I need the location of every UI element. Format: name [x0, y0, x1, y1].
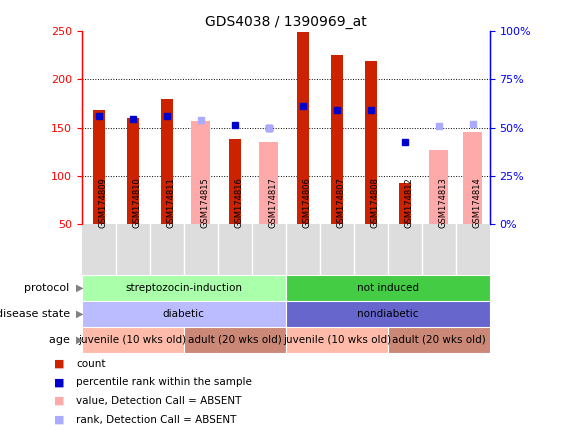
- Text: GSM174817: GSM174817: [269, 178, 278, 228]
- Title: GDS4038 / 1390969_at: GDS4038 / 1390969_at: [205, 15, 367, 29]
- Text: GSM174815: GSM174815: [200, 178, 209, 228]
- Bar: [388, 327, 490, 353]
- Text: percentile rank within the sample: percentile rank within the sample: [76, 377, 252, 387]
- Text: GSM174812: GSM174812: [405, 178, 414, 228]
- Text: protocol: protocol: [24, 283, 73, 293]
- Text: not induced: not induced: [357, 283, 419, 293]
- Text: GSM174808: GSM174808: [371, 178, 380, 228]
- Bar: [285, 327, 388, 353]
- Text: ■: ■: [53, 415, 64, 424]
- Text: ▶: ▶: [76, 309, 83, 319]
- Bar: [399, 182, 411, 224]
- Text: nondiabetic: nondiabetic: [357, 309, 418, 319]
- Bar: [285, 275, 490, 301]
- Text: GSM174811: GSM174811: [167, 178, 176, 228]
- Text: age: age: [49, 335, 73, 345]
- Text: ■: ■: [53, 377, 64, 387]
- Text: ■: ■: [53, 359, 64, 369]
- Bar: [93, 110, 105, 224]
- Bar: [331, 55, 343, 224]
- Text: GSM174807: GSM174807: [337, 178, 346, 228]
- Bar: [260, 142, 278, 224]
- Text: value, Detection Call = ABSENT: value, Detection Call = ABSENT: [76, 396, 242, 406]
- Text: diabetic: diabetic: [163, 309, 204, 319]
- Text: adult (20 wks old): adult (20 wks old): [392, 335, 486, 345]
- Bar: [365, 61, 377, 224]
- Text: GSM174816: GSM174816: [235, 178, 244, 228]
- Bar: [297, 32, 309, 224]
- Text: streptozocin-induction: streptozocin-induction: [125, 283, 242, 293]
- Text: juvenile (10 wks old): juvenile (10 wks old): [283, 335, 391, 345]
- Text: GSM174809: GSM174809: [99, 178, 108, 228]
- Text: GSM174806: GSM174806: [303, 178, 312, 228]
- Text: GSM174814: GSM174814: [473, 178, 482, 228]
- Bar: [184, 327, 286, 353]
- Text: count: count: [76, 359, 105, 369]
- Bar: [463, 132, 482, 224]
- Text: ▶: ▶: [76, 335, 83, 345]
- Bar: [82, 275, 285, 301]
- Text: disease state: disease state: [0, 309, 73, 319]
- Bar: [191, 121, 210, 224]
- Bar: [82, 301, 285, 327]
- Text: adult (20 wks old): adult (20 wks old): [188, 335, 282, 345]
- Bar: [127, 118, 138, 224]
- Text: GSM174810: GSM174810: [133, 178, 142, 228]
- Bar: [160, 99, 173, 224]
- Text: ▶: ▶: [76, 283, 83, 293]
- Bar: [285, 301, 490, 327]
- Bar: [430, 150, 448, 224]
- Text: GSM174813: GSM174813: [439, 178, 448, 228]
- Bar: [229, 139, 240, 224]
- Bar: [82, 327, 184, 353]
- Text: ■: ■: [53, 396, 64, 406]
- Text: rank, Detection Call = ABSENT: rank, Detection Call = ABSENT: [76, 415, 236, 424]
- Text: juvenile (10 wks old): juvenile (10 wks old): [79, 335, 187, 345]
